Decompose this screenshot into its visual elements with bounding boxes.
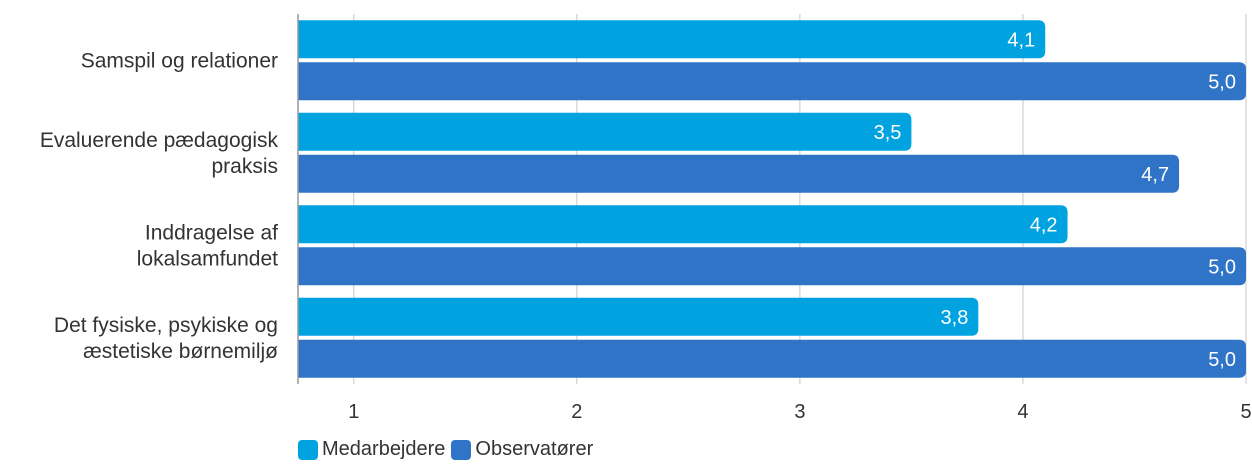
x-tick-label: 3: [794, 401, 805, 423]
bar-medarbejdere: [298, 205, 1068, 244]
bar-medarbejdere: [298, 20, 1046, 59]
data-label: 4,7: [1141, 164, 1169, 186]
data-label: 5,0: [1208, 349, 1236, 371]
bar-observatorer: [298, 247, 1246, 286]
category-label: Evaluerende pædagogisk: [40, 129, 279, 152]
bar-medarbejdere: [298, 112, 912, 151]
category-label: Samspil og relationer: [81, 49, 278, 72]
category-label: Inddragelse af: [145, 221, 278, 244]
bar-observatorer: [298, 339, 1246, 378]
data-label: 5,0: [1208, 71, 1236, 93]
x-tick-label: 4: [1017, 401, 1028, 423]
data-label: 5,0: [1208, 256, 1236, 278]
legend-item-medarbejdere: Medarbejdere: [298, 438, 445, 461]
legend-label: Medarbejdere: [322, 438, 446, 460]
x-tick-label: 2: [571, 401, 582, 423]
data-label: 4,1: [1007, 29, 1035, 51]
category-label: lokalsamfundet: [137, 247, 278, 270]
category-label: praksis: [211, 155, 278, 178]
data-label: 4,2: [1030, 214, 1058, 236]
legend-swatch: [298, 439, 318, 460]
bar-observatorer: [298, 62, 1246, 101]
legend-swatch: [451, 439, 472, 460]
legend-label: Observatører: [475, 438, 594, 460]
bar-medarbejdere: [298, 297, 979, 336]
axes: 1 2 3 4 5 Samspil og relationer Evaluerende pæ…: [40, 14, 1252, 423]
data-label: 3,8: [941, 307, 969, 329]
legend-item-observatorer: Observatører: [451, 438, 593, 461]
x-tick-label: 1: [348, 401, 359, 423]
x-tick-label: 5: [1240, 401, 1251, 423]
bars: 4,1 5,0 3,5 4,7 4,2 5,0 3,8 5,0: [298, 20, 1246, 378]
data-label: 3,5: [874, 122, 902, 144]
category-label: æstetiske børnemiljø: [83, 340, 278, 363]
bar-observatorer: [298, 154, 1180, 193]
category-label: Det fysiske, psykiske og: [54, 314, 278, 337]
legend: Medarbejdere Observatører: [298, 438, 599, 461]
